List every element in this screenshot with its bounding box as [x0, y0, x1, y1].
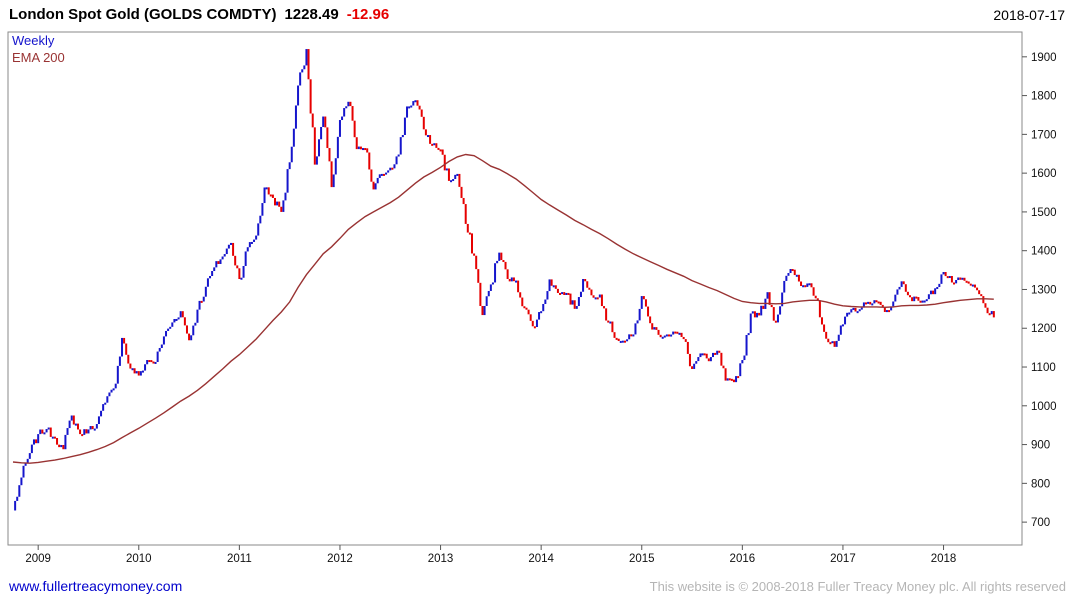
svg-text:1400: 1400	[1031, 246, 1057, 258]
legend-ema-label: EMA 200	[12, 50, 65, 65]
svg-text:1600: 1600	[1031, 168, 1057, 180]
legend-weekly-label: Weekly	[12, 33, 55, 48]
chart-svg: 700 800 900 1000 1100 1200 1300 1400 1500 1600 170…	[7, 31, 1057, 565]
svg-text:1100: 1100	[1031, 362, 1056, 374]
svg-text:2012: 2012	[327, 553, 353, 565]
date-label: 2018-07-17	[993, 7, 1065, 23]
svg-text:1200: 1200	[1031, 323, 1057, 335]
svg-text:800: 800	[1031, 478, 1050, 490]
svg-text:2016: 2016	[730, 553, 756, 565]
svg-text:2014: 2014	[528, 553, 554, 565]
svg-text:1700: 1700	[1031, 129, 1057, 141]
svg-text:2011: 2011	[227, 553, 252, 565]
copyright-text: This website is © 2008-2018 Fuller Treac…	[649, 579, 1066, 594]
svg-text:1500: 1500	[1031, 207, 1057, 219]
svg-text:1000: 1000	[1031, 401, 1057, 413]
header: London Spot Gold (GOLDS COMDTY) 1228.49 …	[0, 0, 1075, 28]
svg-text:1300: 1300	[1031, 284, 1057, 296]
svg-text:2013: 2013	[428, 553, 454, 565]
svg-text:700: 700	[1031, 517, 1050, 529]
site-link[interactable]: www.fullertreacymoney.com	[9, 578, 183, 594]
svg-text:2018: 2018	[931, 553, 957, 565]
svg-text:900: 900	[1031, 440, 1050, 452]
page-title: London Spot Gold (GOLDS COMDTY)	[9, 5, 277, 23]
svg-text:1900: 1900	[1031, 52, 1057, 64]
svg-text:2010: 2010	[126, 553, 152, 565]
change-value: -12.96	[346, 5, 390, 23]
price-value: 1228.49	[284, 5, 339, 23]
svg-text:1800: 1800	[1031, 91, 1057, 103]
footer: www.fullertreacymoney.com This website i…	[0, 574, 1075, 600]
svg-text:2009: 2009	[25, 553, 51, 565]
chart-area: 700 800 900 1000 1100 1200 1300 1400 1500 1600 170…	[0, 28, 1075, 576]
svg-text:2015: 2015	[629, 553, 655, 565]
svg-text:2017: 2017	[830, 553, 856, 565]
